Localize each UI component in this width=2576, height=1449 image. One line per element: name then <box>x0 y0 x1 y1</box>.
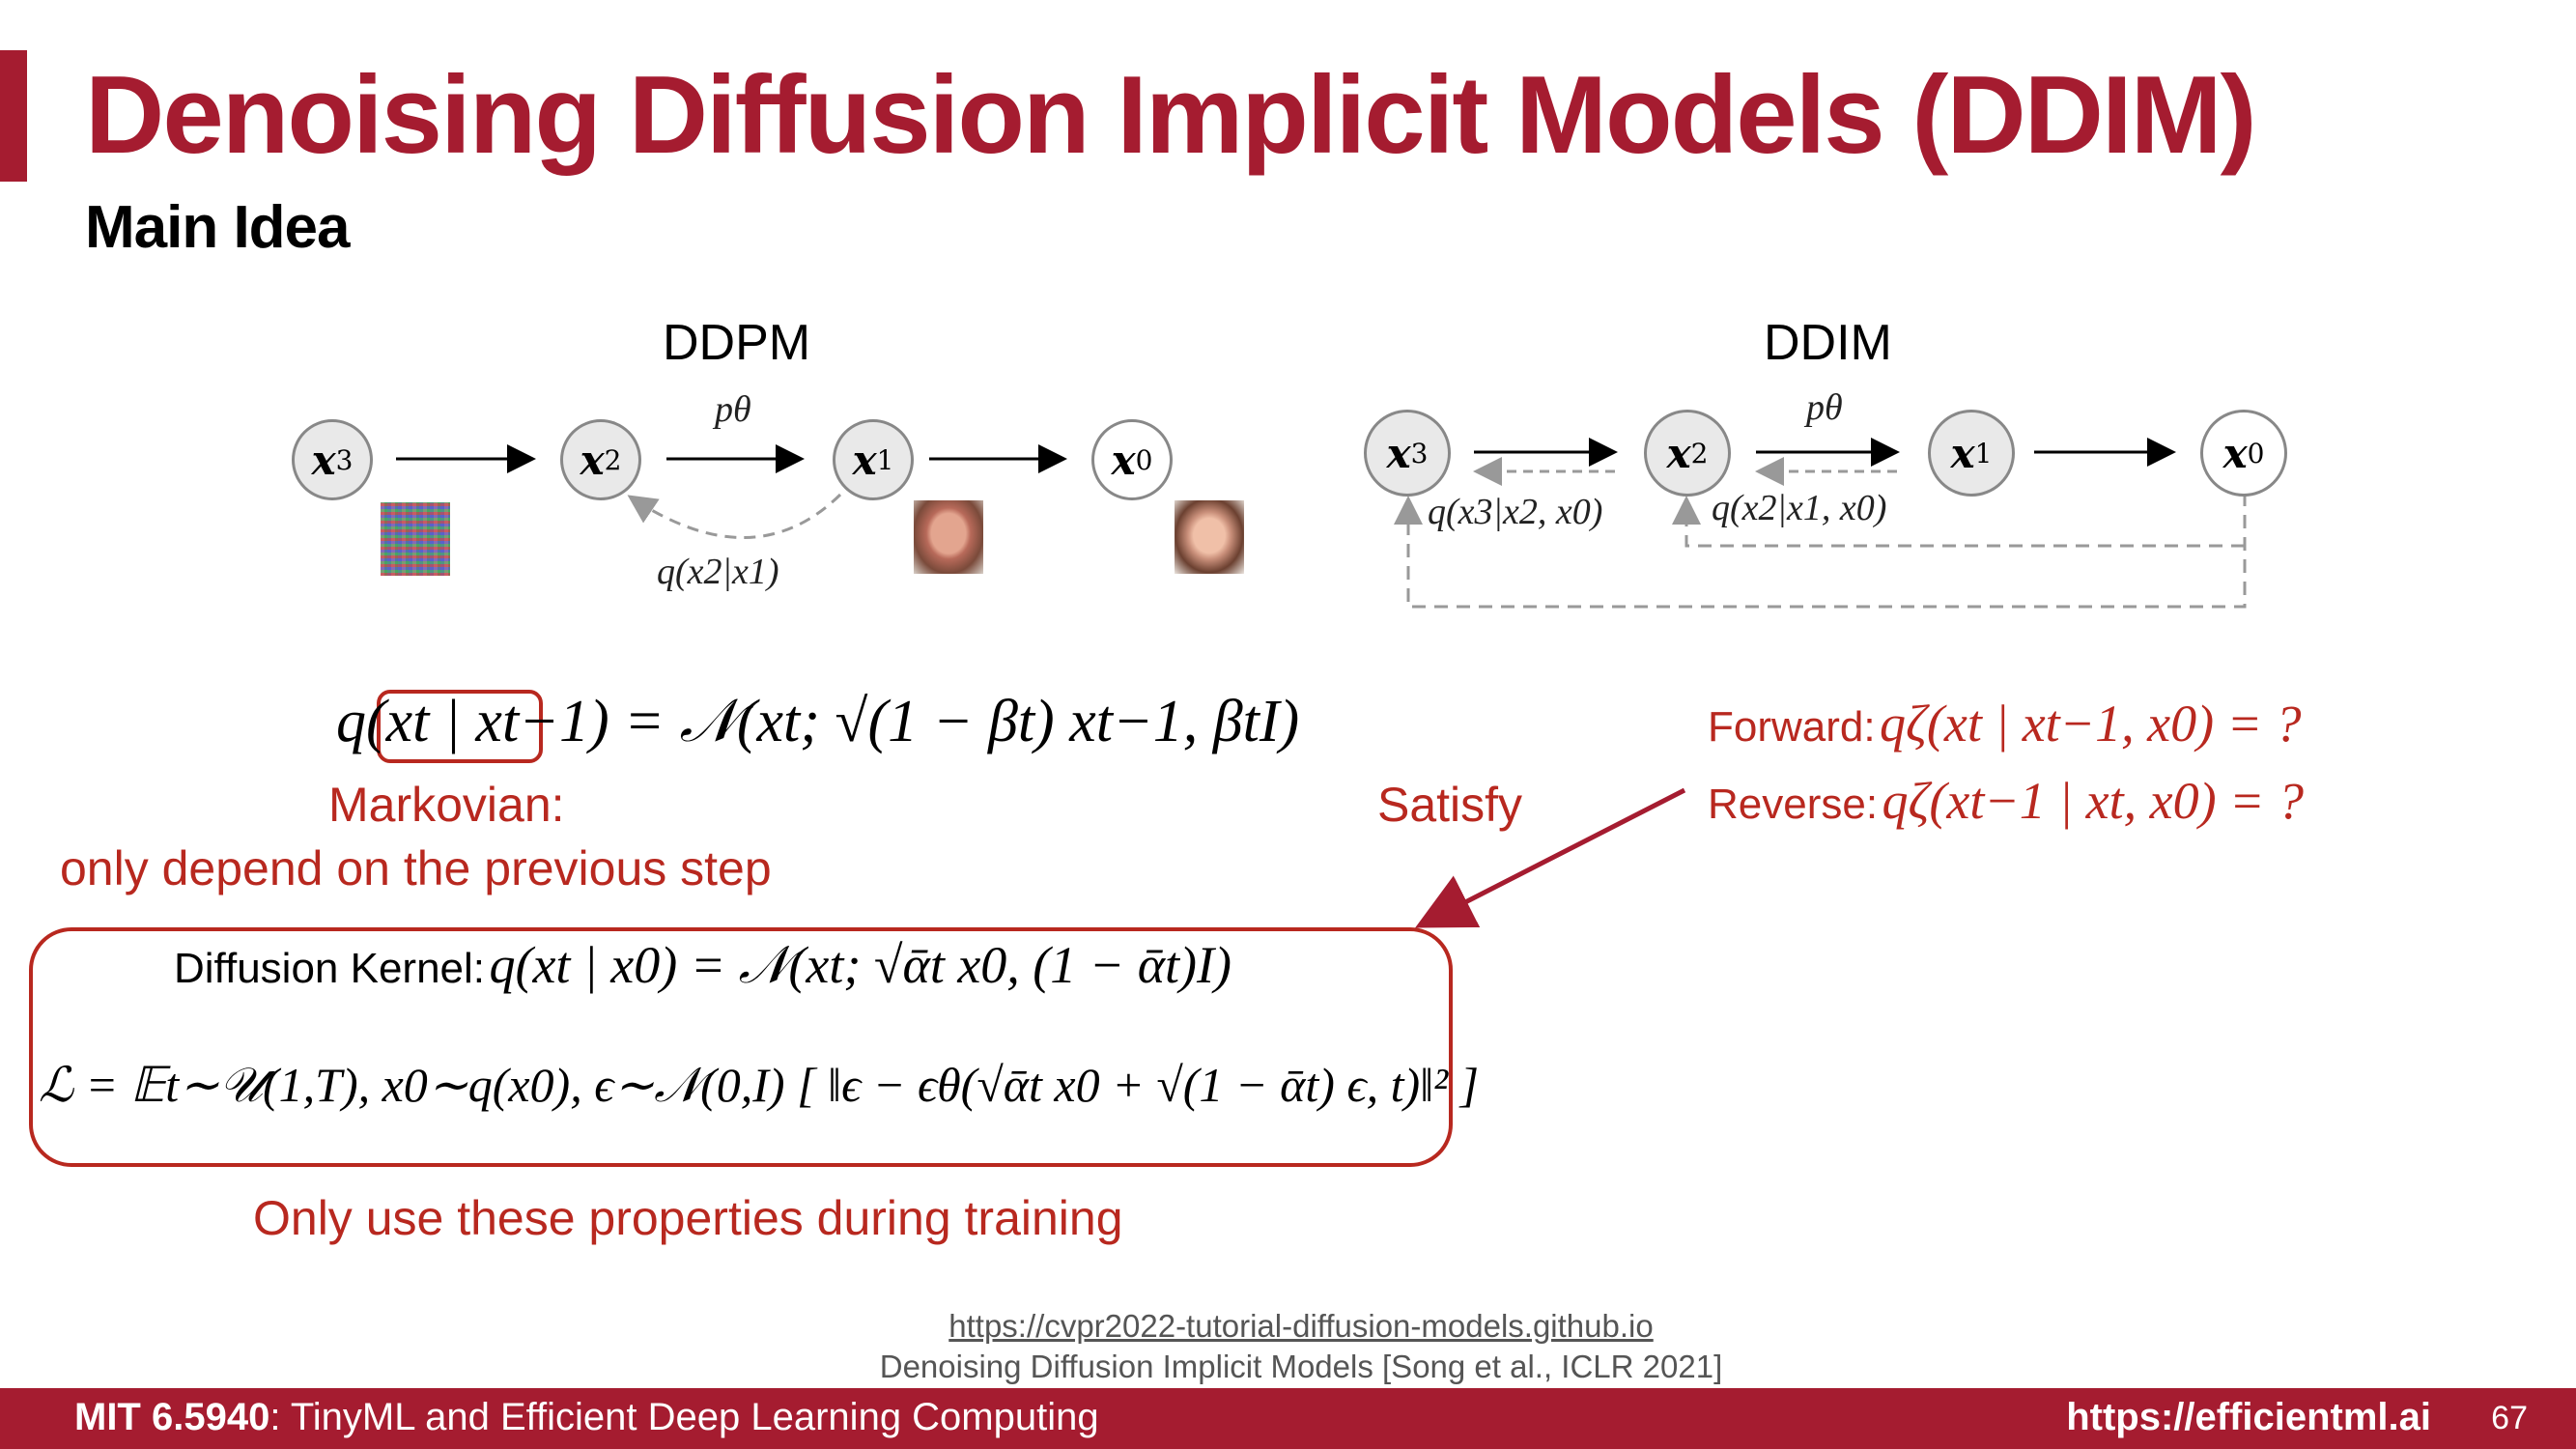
partial-face-image <box>914 500 983 574</box>
noise-image <box>381 502 450 576</box>
kernel-label: Diffusion Kernel: <box>174 945 486 992</box>
forward-label: Forward: <box>1708 703 1876 751</box>
slide-title: Denoising Diffusion Implicit Models (DDI… <box>85 54 2257 177</box>
forward-row: Forward: qζ(xt | xt−1, x0) = ? <box>1708 694 2302 753</box>
footer-site-link[interactable]: https://efficientml.ai <box>2066 1396 2431 1438</box>
markov-highlight-box <box>377 690 543 763</box>
reverse-row: Reverse: qζ(xt−1 | xt, x0) = ? <box>1708 771 2304 831</box>
citation-paper: Denoising Diffusion Implicit Models [Son… <box>879 1349 1723 1384</box>
ddpm-edge-label: pθ <box>715 389 751 430</box>
markov-heading: Markovian: <box>328 778 565 832</box>
footer-bar <box>0 1388 2576 1449</box>
reverse-label: Reverse: <box>1708 781 1879 828</box>
clean-face-image <box>1175 500 1244 574</box>
ddpm-reverse-arc <box>627 493 842 539</box>
slide-subtitle: Main Idea <box>85 194 351 261</box>
ddim-route-x0-x2 <box>1672 496 2245 548</box>
markov-description: only depend on the previous step <box>60 841 772 895</box>
ddpm-reverse-label: q(x2|x1) <box>657 552 779 592</box>
ddim-route-x0-x3 <box>1394 493 2247 609</box>
citation-link[interactable]: https://cvpr2022-tutorial-diffusion-mode… <box>948 1308 1654 1344</box>
footer-course-title: : TinyML and Efficient Deep Learning Com… <box>269 1396 1099 1438</box>
loss-equation: ℒ = 𝔼t∼𝒰(1,T), x0∼q(x0), ϵ∼𝒩(0,I) [ ‖ϵ −… <box>39 1058 1480 1112</box>
page-number: 67 <box>2491 1400 2528 1436</box>
footer-course-code: MIT 6.5940 <box>74 1396 270 1438</box>
training-note: Only use these properties during trainin… <box>253 1191 1123 1245</box>
ddim-edge-label: pθ <box>1806 387 1843 428</box>
ddpm-label: DDPM <box>663 315 811 371</box>
ddim-label: DDIM <box>1764 315 1892 371</box>
ddim-label-q2: q(x2|x1, x0) <box>1712 488 1887 528</box>
properties-box <box>29 927 1453 1167</box>
kernel-equation: q(xt | x0) = 𝒩(xt; √ᾱt x0, (1 − ᾱt)I) <box>489 936 1232 994</box>
kernel-row: Diffusion Kernel: q(xt | x0) = 𝒩(xt; √ᾱt… <box>174 935 1231 996</box>
satisfy-label: Satisfy <box>1377 778 1523 832</box>
satisfy-arrow <box>1415 787 1686 928</box>
reverse-equation: qζ(xt−1 | xt, x0) = ? <box>1882 772 2304 830</box>
markov-equation: q(xt | xt−1) = 𝒩(xt; √(1 − βt) xt−1, βtI… <box>336 689 1300 754</box>
forward-equation: qζ(xt | xt−1, x0) = ? <box>1880 695 2302 753</box>
ddim-label-q1: q(x3|x2, x0) <box>1428 492 1603 532</box>
title-accent-bar <box>0 50 27 182</box>
footer-course: MIT 6.5940: TinyML and Efficient Deep Le… <box>74 1396 1099 1439</box>
